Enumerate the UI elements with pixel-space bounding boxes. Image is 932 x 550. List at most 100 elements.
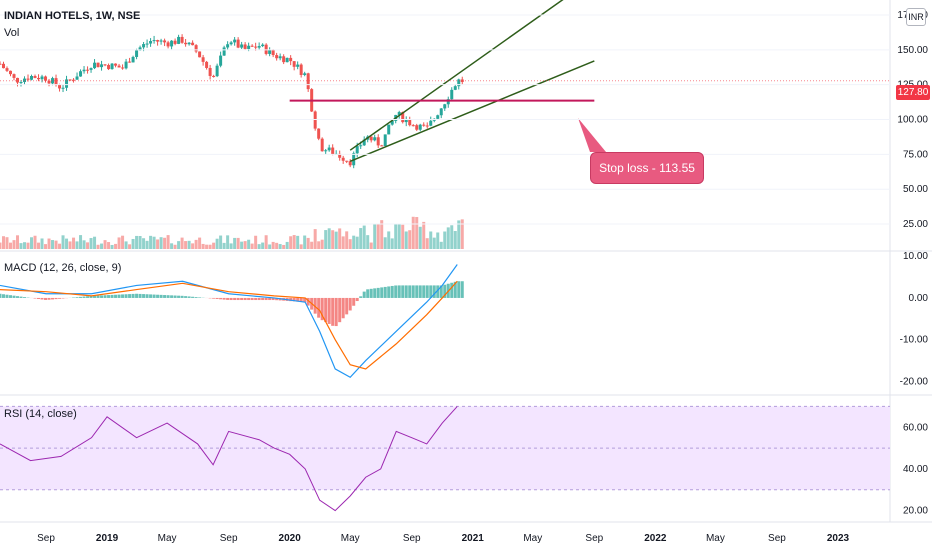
candle-body xyxy=(313,111,317,129)
volume-bar xyxy=(313,229,317,249)
volume-bar xyxy=(86,242,90,249)
volume-bar xyxy=(61,235,65,249)
volume-bar xyxy=(303,235,307,249)
candle-body xyxy=(397,112,401,115)
volume-bar xyxy=(194,239,198,249)
candle-body xyxy=(415,125,419,130)
volume-bar xyxy=(236,237,240,249)
candle-body xyxy=(205,61,209,68)
volume-bar xyxy=(401,224,405,249)
rsi-tick-label: 40.00 xyxy=(903,464,928,475)
macd-histogram-bar xyxy=(194,297,198,298)
macd-histogram-bar xyxy=(366,289,370,298)
volume-bar xyxy=(37,242,41,249)
candle-body xyxy=(135,50,139,57)
macd-histogram-bar xyxy=(51,297,55,300)
stop-loss-callout[interactable]: Stop loss - 113.55 xyxy=(590,152,704,184)
volume-bar xyxy=(439,241,443,249)
volume-bar xyxy=(124,241,128,249)
macd-histogram-bar xyxy=(369,288,373,298)
volume-bar xyxy=(432,237,436,249)
macd-histogram-bar xyxy=(47,297,51,300)
macd-histogram-bar xyxy=(9,295,13,298)
volume-bar xyxy=(268,244,272,249)
candle-body xyxy=(184,42,188,45)
chart-drawings[interactable] xyxy=(0,0,890,163)
macd-histogram-bar xyxy=(44,297,48,300)
volume-bar xyxy=(170,243,174,249)
macd-histogram-bar xyxy=(177,295,181,298)
candle-body xyxy=(2,63,6,69)
candle-body xyxy=(278,56,282,59)
volume-bar xyxy=(422,221,426,249)
volume-bar xyxy=(355,236,359,249)
volume-bar xyxy=(324,230,328,249)
x-tick-label: Sep xyxy=(768,533,786,544)
candle-body xyxy=(86,69,90,71)
candle-body xyxy=(117,65,121,68)
candle-body xyxy=(219,55,223,66)
rsi-tick-label: 60.00 xyxy=(903,422,928,433)
macd-histogram-bar xyxy=(401,285,405,298)
volume-bar xyxy=(198,237,202,249)
candle-body xyxy=(149,41,153,44)
candle-body xyxy=(383,134,387,147)
macd-histogram-bar xyxy=(436,285,440,298)
macd-histogram-bar xyxy=(222,297,226,300)
macd-line xyxy=(0,264,458,379)
volume-bar xyxy=(394,224,398,249)
volume-bar xyxy=(100,243,104,249)
candle-body xyxy=(233,39,237,43)
volume-bars xyxy=(0,216,464,249)
volume-bar xyxy=(33,235,37,249)
macd-histogram-bar xyxy=(100,295,104,298)
volume-bar xyxy=(145,240,149,249)
x-tick-label: 2021 xyxy=(462,533,485,544)
macd-tick-label: -10.00 xyxy=(900,335,929,346)
macd-histogram-bar xyxy=(411,285,415,298)
volume-bar xyxy=(208,244,212,249)
chart-title: INDIAN HOTELS, 1W, NSE xyxy=(4,10,141,22)
candle-body xyxy=(289,57,293,62)
candle-body xyxy=(401,112,405,123)
macd-histogram-bar xyxy=(82,296,86,298)
macd-histogram-bar xyxy=(16,296,20,298)
macd-histogram-bar xyxy=(383,286,387,298)
candle-body xyxy=(345,160,349,162)
macd-histogram-bar xyxy=(331,297,335,326)
volume-bar xyxy=(289,236,293,249)
macd-histogram-bar xyxy=(254,297,258,301)
macd-histogram-bar xyxy=(180,295,184,298)
volume-bar xyxy=(68,241,72,249)
candle-body xyxy=(75,76,79,80)
candle-body xyxy=(359,145,363,147)
volume-bar xyxy=(51,240,55,249)
candle-body xyxy=(408,119,412,126)
volume-bar xyxy=(338,228,342,249)
macd-label: MACD (12, 26, close, 9) xyxy=(4,262,122,274)
candle-body xyxy=(194,45,198,52)
macd-histogram-bar xyxy=(75,297,79,298)
volume-bar xyxy=(5,237,9,249)
volume-bar xyxy=(58,243,62,249)
macd-histogram-bar xyxy=(58,297,62,299)
volume-bar xyxy=(366,235,370,249)
macd-histogram-bar xyxy=(138,293,142,298)
currency-button[interactable]: INR xyxy=(906,8,926,26)
macd-histogram-bar xyxy=(390,285,394,298)
candle-body xyxy=(180,36,184,43)
volume-bar xyxy=(233,237,237,249)
candle-body xyxy=(275,55,279,59)
macd-histogram-bar xyxy=(23,297,27,298)
macd-histogram-bar xyxy=(145,294,149,298)
candle-body xyxy=(390,120,394,125)
macd-histogram-bar xyxy=(40,297,44,300)
macd-histogram-bar xyxy=(0,293,2,298)
macd-histogram-bar xyxy=(124,294,128,298)
macd-histogram-bar xyxy=(376,287,380,298)
volume-bar xyxy=(415,217,419,249)
candle-body xyxy=(338,153,342,158)
macd-histogram-bar xyxy=(268,297,272,301)
macd-histogram-bar xyxy=(110,294,114,298)
